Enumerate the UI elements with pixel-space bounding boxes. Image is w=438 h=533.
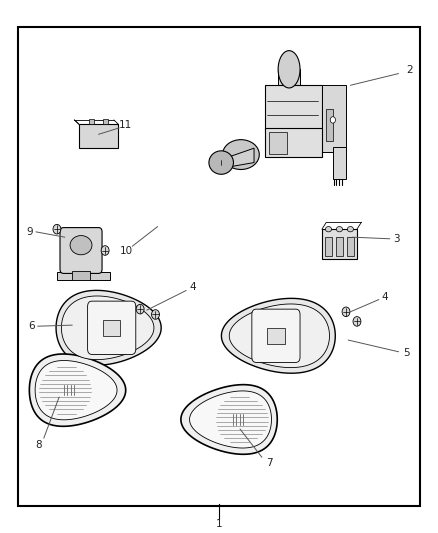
Text: 2: 2 bbox=[406, 66, 413, 75]
Bar bbox=[347, 237, 354, 256]
Polygon shape bbox=[57, 272, 110, 280]
Bar bbox=[265, 85, 322, 131]
Polygon shape bbox=[181, 385, 277, 454]
Ellipse shape bbox=[342, 307, 350, 317]
FancyBboxPatch shape bbox=[60, 228, 102, 273]
Polygon shape bbox=[229, 304, 329, 368]
Bar bbox=[103, 320, 120, 336]
Text: 11: 11 bbox=[119, 120, 132, 130]
Text: 8: 8 bbox=[35, 440, 42, 450]
Bar bbox=[267, 328, 285, 344]
Polygon shape bbox=[29, 354, 126, 426]
Bar bbox=[79, 124, 118, 148]
Ellipse shape bbox=[101, 246, 109, 255]
FancyBboxPatch shape bbox=[252, 309, 300, 362]
Bar bbox=[326, 109, 333, 141]
Bar bbox=[322, 85, 346, 152]
Ellipse shape bbox=[209, 151, 233, 174]
Text: 4: 4 bbox=[381, 293, 388, 302]
Bar bbox=[269, 132, 287, 154]
Ellipse shape bbox=[278, 51, 300, 88]
Ellipse shape bbox=[353, 317, 361, 326]
Bar bbox=[103, 119, 108, 124]
Ellipse shape bbox=[330, 117, 336, 123]
Ellipse shape bbox=[136, 304, 144, 314]
Polygon shape bbox=[223, 148, 254, 168]
Bar bbox=[333, 147, 346, 179]
Polygon shape bbox=[35, 360, 117, 420]
Text: 10: 10 bbox=[120, 246, 133, 255]
Bar bbox=[336, 237, 343, 256]
Text: 7: 7 bbox=[265, 458, 272, 467]
Bar bbox=[322, 229, 357, 259]
FancyBboxPatch shape bbox=[88, 301, 136, 354]
Text: 4: 4 bbox=[189, 282, 196, 292]
Ellipse shape bbox=[325, 227, 332, 232]
Ellipse shape bbox=[53, 224, 61, 234]
Ellipse shape bbox=[70, 236, 92, 255]
Text: 6: 6 bbox=[28, 321, 35, 331]
Ellipse shape bbox=[223, 140, 259, 169]
Bar bbox=[89, 119, 94, 124]
Polygon shape bbox=[222, 298, 335, 373]
Bar bbox=[72, 271, 90, 280]
Ellipse shape bbox=[152, 310, 159, 319]
Ellipse shape bbox=[336, 227, 343, 232]
Text: 9: 9 bbox=[26, 227, 33, 237]
Text: 5: 5 bbox=[403, 348, 410, 358]
Text: 1: 1 bbox=[215, 519, 223, 529]
Bar bbox=[265, 128, 322, 157]
Polygon shape bbox=[61, 296, 154, 360]
Ellipse shape bbox=[347, 227, 353, 232]
Text: 3: 3 bbox=[393, 234, 400, 244]
Polygon shape bbox=[56, 290, 161, 365]
Bar bbox=[325, 237, 332, 256]
Bar bbox=[278, 69, 300, 88]
Polygon shape bbox=[190, 391, 272, 448]
